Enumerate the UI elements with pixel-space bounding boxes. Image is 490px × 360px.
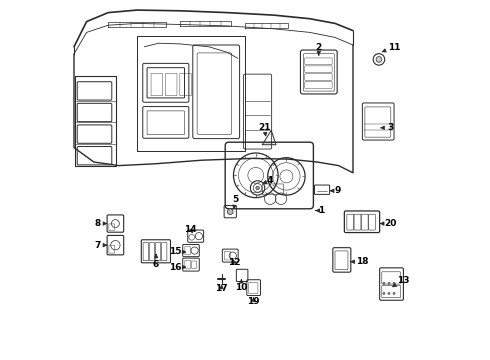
Circle shape <box>383 282 385 284</box>
Text: 12: 12 <box>228 258 241 267</box>
Text: 17: 17 <box>215 284 228 293</box>
Text: 16: 16 <box>169 263 186 271</box>
Circle shape <box>227 209 233 215</box>
Text: 3: 3 <box>381 123 394 132</box>
Circle shape <box>393 292 395 294</box>
Text: 18: 18 <box>350 257 368 266</box>
Text: 1: 1 <box>315 206 324 215</box>
Circle shape <box>388 292 390 294</box>
Text: 20: 20 <box>381 219 397 228</box>
Text: 15: 15 <box>169 248 186 256</box>
Text: 7: 7 <box>95 240 107 250</box>
Text: 19: 19 <box>247 297 260 306</box>
Circle shape <box>376 57 382 62</box>
Circle shape <box>388 282 390 284</box>
Text: 10: 10 <box>235 280 247 292</box>
Text: 13: 13 <box>393 276 409 287</box>
Text: 2: 2 <box>316 43 322 55</box>
Text: 11: 11 <box>382 43 400 52</box>
Text: 8: 8 <box>95 219 107 228</box>
Circle shape <box>256 186 259 190</box>
Text: 5: 5 <box>233 195 239 208</box>
Text: 14: 14 <box>184 225 196 234</box>
Circle shape <box>383 292 385 294</box>
Text: 9: 9 <box>331 186 341 195</box>
Circle shape <box>393 282 395 284</box>
Text: 21: 21 <box>258 122 270 136</box>
Text: 4: 4 <box>263 176 273 185</box>
Text: 6: 6 <box>153 255 159 269</box>
